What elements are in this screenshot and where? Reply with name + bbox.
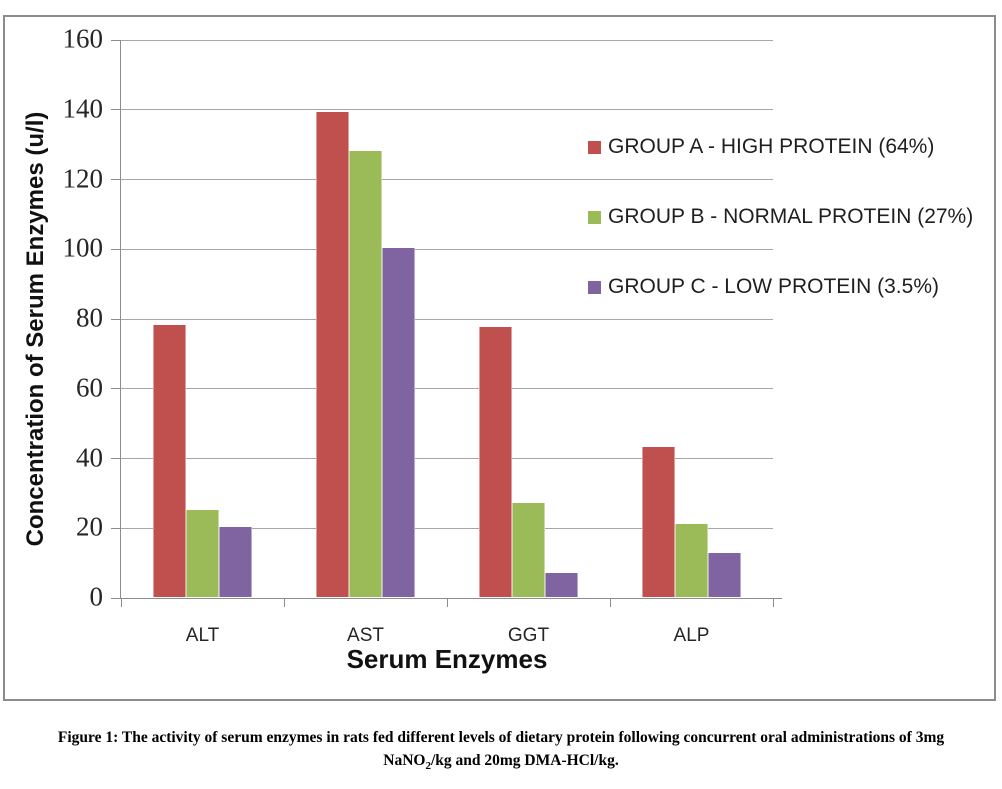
category-label-ast: AST — [347, 625, 384, 646]
x-axis-line — [112, 598, 782, 599]
bar-alp-series-2 — [675, 524, 708, 597]
x-axis-tick-3 — [610, 599, 611, 607]
category-label-alp: ALP — [673, 625, 710, 646]
gridline-100 — [121, 248, 773, 250]
y-axis-tick-100 — [111, 248, 121, 250]
chart-area: Concentration of Serum Enzymes (u/l) Ser… — [5, 17, 994, 699]
bar-ggt-series-3 — [545, 573, 578, 597]
bar-alt-series-2 — [186, 510, 219, 597]
gridline-140 — [121, 109, 773, 111]
legend-label-3: GROUP C - LOW PROTEIN (3.5%) — [608, 275, 939, 298]
y-tick-label-60: 60 — [76, 372, 103, 403]
y-axis-tick-60 — [111, 388, 121, 390]
bar-alt-series-1 — [153, 325, 186, 597]
legend-entry-3: GROUP C - LOW PROTEIN (3.5%) — [588, 272, 939, 302]
gridline-40 — [121, 458, 773, 459]
bar-ast-series-1 — [316, 112, 349, 597]
plot-area — [111, 39, 782, 607]
y-axis-tick-40 — [111, 458, 121, 459]
gridline-20 — [121, 527, 773, 529]
y-axis-line — [120, 40, 121, 599]
bar-alp-series-1 — [642, 447, 675, 597]
legend-label-2: GROUP B - NORMAL PROTEIN (27%) — [608, 205, 974, 228]
x-axis-tick-2 — [447, 599, 448, 607]
y-tick-label-20: 20 — [76, 511, 103, 542]
y-tick-label-40: 40 — [76, 441, 103, 472]
y-tick-label-0: 0 — [89, 581, 104, 612]
caption-subscript: 2 — [425, 760, 431, 773]
caption-line-2: NaNO2/kg and 20mg DMA-HCl/kg. — [383, 752, 619, 773]
legend-entry-2: GROUP B - NORMAL PROTEIN (27%) — [588, 202, 973, 232]
gridline-80 — [121, 318, 773, 320]
y-axis-tick-160 — [111, 39, 121, 41]
y-tick-label-140: 140 — [62, 93, 104, 124]
legend-label-1: GROUP A - HIGH PROTEIN (64%) — [608, 135, 935, 158]
bar-alp-series-3 — [708, 553, 741, 597]
bar-ast-series-3 — [382, 248, 415, 597]
legend-entry-1: GROUP A - HIGH PROTEIN (64%) — [588, 132, 934, 162]
y-tick-label-120: 120 — [62, 162, 104, 193]
category-label-ggt: GGT — [507, 625, 550, 646]
bar-ggt-series-1 — [479, 327, 512, 597]
y-axis-tick-140 — [111, 109, 121, 111]
y-axis-tick-80 — [111, 318, 121, 320]
x-axis-tick-0 — [121, 599, 122, 607]
y-tick-label-80: 80 — [76, 302, 103, 333]
x-axis-tick-1 — [284, 599, 285, 607]
caption-line-1: Figure 1: The activity of serum enzymes … — [57, 729, 945, 746]
y-tick-label-160: 160 — [62, 23, 104, 54]
bar-chart: Concentration of Serum Enzymes (u/l) Ser… — [3, 15, 996, 701]
legend-swatch-3 — [588, 280, 601, 294]
y-axis-tick-0 — [111, 597, 121, 599]
legend-swatch-2 — [588, 210, 601, 224]
legend-swatch-1 — [588, 140, 601, 154]
y-axis-tick-20 — [111, 527, 121, 529]
y-tick-label-100: 100 — [62, 232, 104, 263]
x-axis-tick-4 — [773, 599, 774, 607]
category-label-alt: ALT — [185, 625, 220, 646]
gridline-60 — [121, 388, 773, 390]
x-axis-title: Serum Enzymes — [346, 644, 548, 674]
gridline-120 — [121, 179, 773, 180]
gridline-160 — [121, 39, 773, 41]
bar-ast-series-2 — [349, 151, 382, 597]
bar-ggt-series-2 — [512, 503, 545, 597]
bar-alt-series-3 — [219, 527, 252, 597]
figure-caption: Figure 1: The activity of serum enzymes … — [0, 726, 1002, 778]
y-axis-tick-120 — [111, 179, 121, 180]
